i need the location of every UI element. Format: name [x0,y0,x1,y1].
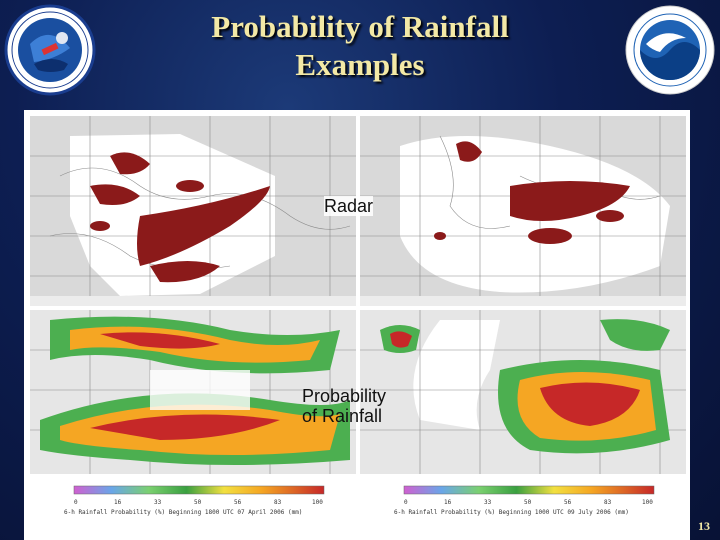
probability-map-right [360,310,686,532]
colorbar-left-tick-5: 83 [274,499,282,506]
colorbar-left-tick-6: 100 [312,499,323,506]
radar-map-right [360,116,686,306]
slide-title-line1: Probability of Rainfall [211,9,509,44]
colorbar-right-tick-1: 16 [444,499,452,506]
probability-map-left [30,310,356,532]
colorbar-left-caption: 6-h Rainfall Probability (%) Beginning 1… [64,509,302,516]
slide-title-line2: Examples [295,47,425,82]
noaa-logo-icon [624,4,716,96]
colorbar-right-tick-4: 56 [564,499,572,506]
probability-label: Probability of Rainfall [302,386,386,426]
colorbar-right: 0 16 33 50 56 83 100 6-h Rainfall Probab… [384,482,674,522]
colorbar-left-tick-3: 50 [194,499,202,506]
colorbar-left: 0 16 33 50 56 83 100 6-h Rainfall Probab… [54,482,344,522]
radar-map-left [30,116,356,306]
colorbar-right-caption: 6-h Rainfall Probability (%) Beginning 1… [394,509,629,516]
colorbar-left-tick-4: 56 [234,499,242,506]
probability-label-line1: Probability [302,386,387,406]
noaa-nesdis-star-logo-icon [4,4,96,96]
colorbar-left-tick-2: 33 [154,499,162,506]
radar-label: Radar [324,196,374,216]
colorbar-left-tick-0: 0 [74,499,78,506]
colorbar-left-tick-1: 16 [114,499,122,506]
probability-label-line2: of Rainfall [302,406,383,426]
page-number: 13 [698,519,710,533]
colorbar-right-tick-6: 100 [642,499,653,506]
colorbar-right-tick-5: 83 [604,499,612,506]
slide-title: Probability of Rainfall Examples [110,8,610,84]
colorbar-right-tick-0: 0 [404,499,408,506]
colorbar-right-tick-2: 33 [484,499,492,506]
content-panel: 0 16 33 50 56 83 100 6-h Rainfall Probab… [24,110,690,540]
colorbar-right-tick-3: 50 [524,499,532,506]
